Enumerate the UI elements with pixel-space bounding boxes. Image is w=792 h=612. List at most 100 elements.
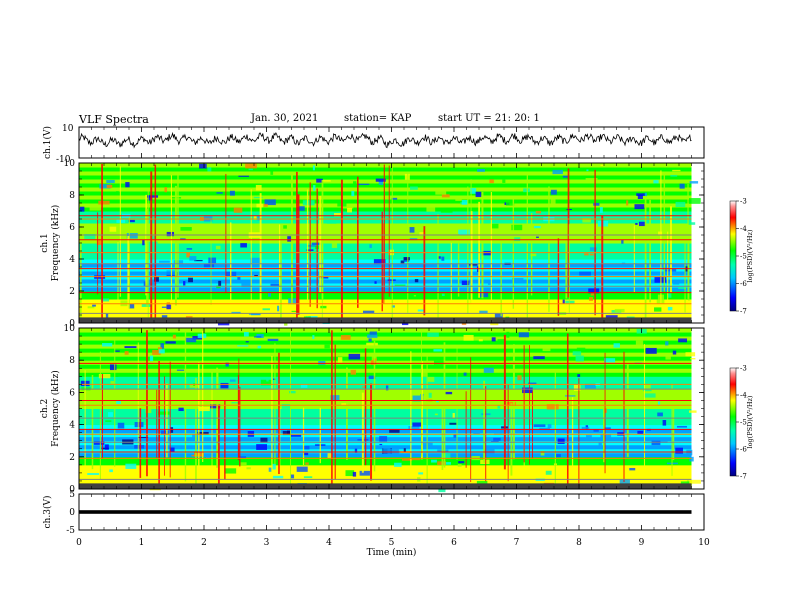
spectro-noise [117,422,125,429]
spectro-noise [245,163,257,169]
spectro-noise [565,300,575,304]
spectro-noise [260,437,268,443]
spectro-noise [599,206,603,213]
spectro-noise [145,408,152,414]
y-tick-label: 4 [69,421,75,431]
spectro-noise [585,178,598,184]
spectro-row [79,384,692,389]
spectro-noise [600,434,612,440]
ch2-spectrogram-panel: 0 2 4 6 8 10 ch.2 Frequency (kHz) -3 -4 -5 -6 -7 log(… [40,324,754,495]
spectro-noise [604,358,616,363]
spectro-noise [180,238,186,240]
spectro-noise [469,263,478,266]
spectro-noise [387,448,399,454]
spectro-noise [151,236,156,240]
spectro-noise [272,463,276,470]
spectro-noise [183,281,186,286]
spectro-noise [109,226,117,232]
spectro-noise [125,463,137,469]
spectro-noise [473,429,480,435]
spectro-noise [333,294,344,298]
spectro-noise [403,448,406,452]
spectro-noise [350,369,356,375]
ch1-ytick-top: 10 [62,124,74,134]
spectro-noise [273,378,276,380]
spectro-noise [312,335,315,340]
spectro-noise [284,321,288,326]
spectro-row [79,460,692,466]
spectro-row [79,368,692,373]
spectro-row [79,199,692,204]
spectro-noise [106,179,115,184]
spectro-noise [410,186,418,190]
spectro-noise [401,322,409,326]
spectro-noise [259,171,270,175]
colorbar-tick-label: -3 [740,365,747,373]
spectro-noise [675,447,683,454]
spectro-noise [106,184,113,189]
spectro-noise [434,413,438,416]
spectro-noise [626,200,629,206]
spectro-row [79,404,692,409]
spectro-noise [589,253,594,256]
spectro-noise [686,449,693,456]
spectro-noise [387,279,396,281]
spectro-noise [302,200,315,206]
y-tick-label: 8 [69,191,75,201]
spectro-row [79,235,692,240]
spectro-noise [440,207,453,213]
spectro-noise [455,196,462,201]
spectro-noise [445,391,453,395]
spectro-row [79,263,692,268]
spectro-noise [420,372,427,377]
spectro-noise [438,256,441,259]
spectro-row [79,344,692,349]
spectro-noise [645,347,657,354]
spectro-noise [517,374,522,381]
spectro-noise [207,460,213,465]
spectro-row [79,251,692,256]
spectro-noise [568,212,580,216]
spectro-noise [185,337,197,343]
spectro-row [79,336,692,341]
spectro-row [79,163,692,168]
spectro-noise [585,183,589,188]
spectro-noise [433,349,443,352]
spectro-row [79,356,692,361]
spectro-noise [637,430,644,435]
spectro-noise [436,400,439,403]
colorbar-tick-label: -7 [740,308,747,316]
spectro-noise [379,436,388,442]
spectro-noise [688,410,697,413]
spectro-row [79,340,692,345]
spectro-row [79,175,692,180]
spectro-noise [359,470,370,476]
spectro-noise [644,192,647,197]
spectro-noise [629,467,636,471]
spectro-noise [522,387,533,394]
spectro-noise [506,201,515,206]
spectro-noise [408,458,421,461]
spectro-noise [277,305,280,312]
spectro-noise [547,424,552,428]
spectro-noise [231,311,241,314]
spectro-base-band [79,317,692,323]
spectro-noise [178,407,184,412]
spectro-noise [550,198,556,204]
spectro-noise [147,195,153,201]
spectro-noise [528,382,537,384]
spectro-noise [128,303,135,309]
spectro-noise [654,307,662,312]
spectro-noise [352,471,357,477]
spectro-noise [636,193,646,196]
spectro-noise [109,364,117,371]
spectro-noise [675,201,686,208]
spectro-row [79,348,692,353]
ch1-ylabel: ch.1(V) [42,126,53,159]
spectro-noise [479,310,488,314]
spectro-noise [494,313,503,319]
spectro-row [79,303,692,308]
spectro-row [79,315,692,320]
